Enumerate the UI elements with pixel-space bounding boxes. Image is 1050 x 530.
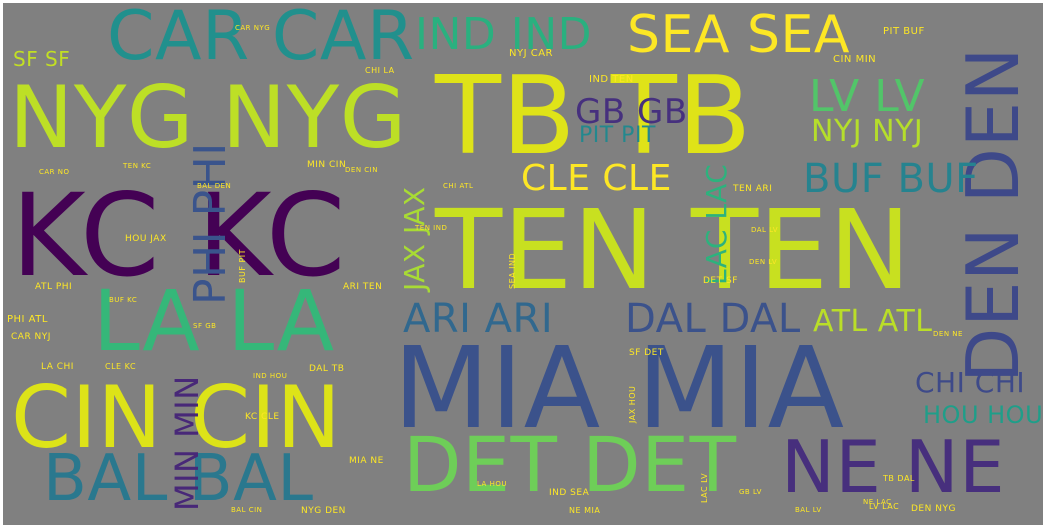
word: NE LAC [863,498,892,506]
word: CHI LA [365,66,395,75]
word: CIN CIN [11,368,342,468]
word: PHI PHI [185,142,236,305]
word: TB TB [435,54,752,179]
word: NYG NYG [9,68,407,168]
word: NYJ CAR [509,48,553,59]
word: GB LV [739,488,762,496]
word: PIT BUF [883,26,925,37]
word: TEN ARI [733,184,773,194]
word: HOU HOU [923,401,1043,429]
word: DAL TB [309,364,345,374]
word: ATL PHI [35,282,73,292]
word: DEN DEN [951,47,1035,383]
word: DEN LV [749,258,778,266]
word: DET SF [703,276,738,286]
word: NYG DEN [301,506,346,516]
word: LA LA [93,272,335,370]
word: NE MIA [569,506,601,515]
word: CHI CHI [915,366,1026,399]
word: LV LAC [869,502,900,511]
word: DET DET [403,420,737,509]
word: BAL DEN [197,182,232,190]
word: MIN MIN [168,375,206,511]
word: MIN CIN [307,160,347,170]
word: DEN NE [933,330,963,338]
word: BAL BAL [43,442,314,516]
word: GB GB [575,92,688,132]
word: PIT PIT [579,123,656,148]
word: SF GB [193,322,217,330]
word: LA HOU [477,480,507,488]
word: LAC LV [700,472,709,503]
word: BUF BUF [803,156,979,202]
word: DAL DAL [625,296,801,342]
word: JAX JAX [398,186,431,291]
word: MIA MIA [393,324,845,454]
word: ARI ARI [403,296,554,342]
word: CAR CAR [107,3,415,76]
word: BAL CIN [231,506,263,514]
word: CAR NYG [235,24,271,32]
word: SF SF [13,47,71,71]
word: BUF KC [109,296,138,304]
word: LV LV [809,71,926,122]
word: CAR NYJ [11,332,51,342]
word: LAC LAC [700,163,733,285]
word: JAX HOU [628,385,637,423]
word: BUF PIT [238,248,247,283]
word: LA CHI [41,362,74,372]
word: ATL ATL [813,304,933,339]
word: TEN TEN [435,186,912,314]
word: ARI TEN [343,282,383,292]
word: PHI ATL [7,314,48,325]
word-cloud: TB TB TEN TEN KC KC MIA MIA NYG NYG DEN … [3,3,1043,525]
word: MIA NE [349,456,384,466]
word: KC KC [11,169,346,302]
word: NYJ NYJ [811,114,924,149]
word: DEN CIN [345,166,378,174]
word: CLE KC [105,362,137,371]
word: DEN NYG [911,504,956,514]
word: TB DAL [883,474,915,483]
word: TEN IND [415,224,448,232]
word: SF DET [629,348,664,358]
word: IND SEA [549,488,590,498]
word: DAL LV [751,226,779,234]
word: TEN KC [123,162,152,170]
word: IND IND [415,9,593,60]
word: CIN MIN [833,54,877,65]
word: KC CLE [245,412,280,422]
word: IND HOU [253,372,288,380]
word: CLE CLE [521,158,672,199]
word: SEA SEA [627,5,850,65]
word: SEA IND [508,252,517,289]
word: BAL LV [795,506,822,514]
word: IND TEN [589,74,634,85]
word: NE NE [781,425,1006,509]
word: CHI ATL [443,182,474,190]
word: CAR NO [39,168,70,176]
word: HOU JAX [125,234,167,244]
